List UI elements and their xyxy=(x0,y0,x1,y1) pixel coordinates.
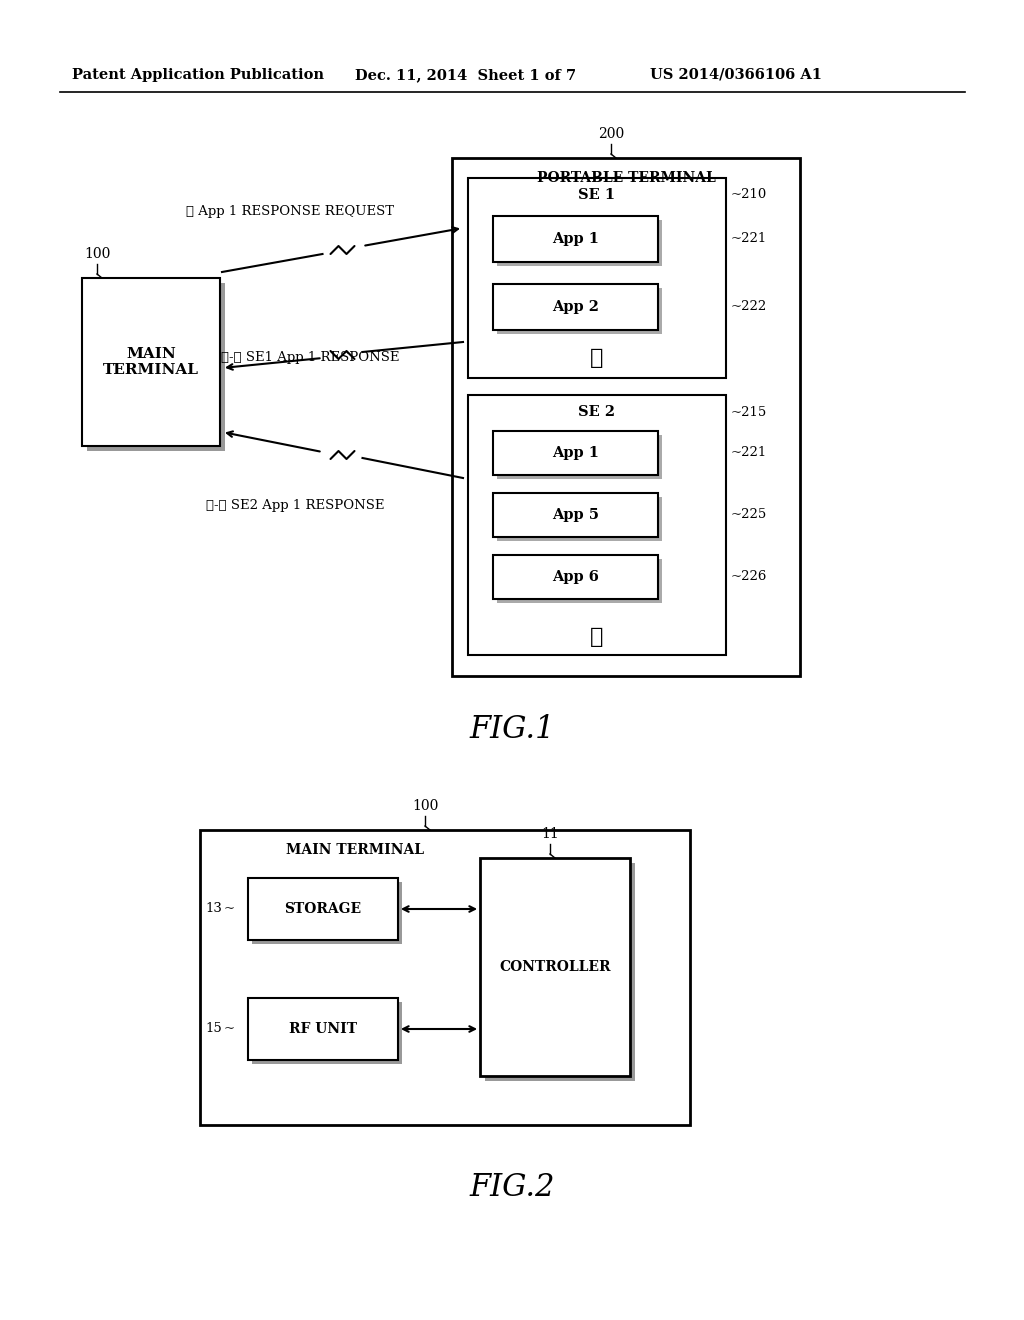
FancyBboxPatch shape xyxy=(493,554,658,599)
FancyBboxPatch shape xyxy=(497,436,662,479)
Text: ① App 1 RESPONSE REQUEST: ① App 1 RESPONSE REQUEST xyxy=(186,206,394,219)
FancyBboxPatch shape xyxy=(248,878,398,940)
FancyBboxPatch shape xyxy=(200,830,690,1125)
Text: FIG.1: FIG.1 xyxy=(469,714,555,746)
Text: ~221: ~221 xyxy=(731,446,767,459)
Text: US 2014/0366106 A1: US 2014/0366106 A1 xyxy=(650,69,822,82)
Text: Dec. 11, 2014  Sheet 1 of 7: Dec. 11, 2014 Sheet 1 of 7 xyxy=(355,69,577,82)
FancyBboxPatch shape xyxy=(480,858,630,1076)
FancyBboxPatch shape xyxy=(452,158,800,676)
Text: 100: 100 xyxy=(412,799,438,813)
Text: MAIN
TERMINAL: MAIN TERMINAL xyxy=(103,347,199,378)
Text: App 1: App 1 xyxy=(552,446,599,459)
FancyBboxPatch shape xyxy=(468,178,726,378)
Text: 100: 100 xyxy=(84,247,111,261)
FancyBboxPatch shape xyxy=(493,492,658,537)
Text: CONTROLLER: CONTROLLER xyxy=(500,960,610,974)
FancyBboxPatch shape xyxy=(497,220,662,267)
Text: SE 1: SE 1 xyxy=(579,187,615,202)
Text: RF UNIT: RF UNIT xyxy=(289,1022,357,1036)
FancyBboxPatch shape xyxy=(87,282,225,451)
Text: ~222: ~222 xyxy=(731,301,767,314)
Text: ~225: ~225 xyxy=(731,508,767,521)
FancyBboxPatch shape xyxy=(497,498,662,541)
Text: ~226: ~226 xyxy=(731,570,767,583)
Text: App 2: App 2 xyxy=(552,300,599,314)
Text: ②-② SE2 App 1 RESPONSE: ②-② SE2 App 1 RESPONSE xyxy=(206,499,384,511)
FancyBboxPatch shape xyxy=(468,395,726,655)
Text: ~: ~ xyxy=(224,903,236,916)
FancyBboxPatch shape xyxy=(485,863,635,1081)
FancyBboxPatch shape xyxy=(497,558,662,603)
Text: ~221: ~221 xyxy=(731,232,767,246)
Text: ②-① SE1 App 1 RESPONSE: ②-① SE1 App 1 RESPONSE xyxy=(221,351,399,364)
FancyBboxPatch shape xyxy=(497,288,662,334)
Text: 11: 11 xyxy=(541,828,559,841)
Text: 13: 13 xyxy=(205,903,222,916)
Text: ~215: ~215 xyxy=(731,405,767,418)
Text: FIG.2: FIG.2 xyxy=(469,1172,555,1204)
Text: ⋯: ⋯ xyxy=(590,626,604,648)
Text: App 6: App 6 xyxy=(552,570,599,583)
Text: Patent Application Publication: Patent Application Publication xyxy=(72,69,324,82)
Text: App 1: App 1 xyxy=(552,232,599,246)
Text: PORTABLE TERMINAL: PORTABLE TERMINAL xyxy=(537,172,716,185)
Text: 200: 200 xyxy=(598,127,624,141)
FancyBboxPatch shape xyxy=(493,216,658,261)
Text: App 5: App 5 xyxy=(552,508,599,521)
FancyBboxPatch shape xyxy=(493,432,658,475)
Text: ~: ~ xyxy=(224,1023,236,1035)
Text: ~210: ~210 xyxy=(731,189,767,202)
FancyBboxPatch shape xyxy=(252,1002,402,1064)
FancyBboxPatch shape xyxy=(248,998,398,1060)
Text: ⋯: ⋯ xyxy=(590,347,604,370)
Text: STORAGE: STORAGE xyxy=(285,902,361,916)
Text: SE 2: SE 2 xyxy=(579,405,615,418)
FancyBboxPatch shape xyxy=(252,882,402,944)
FancyBboxPatch shape xyxy=(493,284,658,330)
Text: MAIN TERMINAL: MAIN TERMINAL xyxy=(286,843,424,857)
FancyBboxPatch shape xyxy=(82,279,220,446)
Text: 15: 15 xyxy=(205,1023,222,1035)
